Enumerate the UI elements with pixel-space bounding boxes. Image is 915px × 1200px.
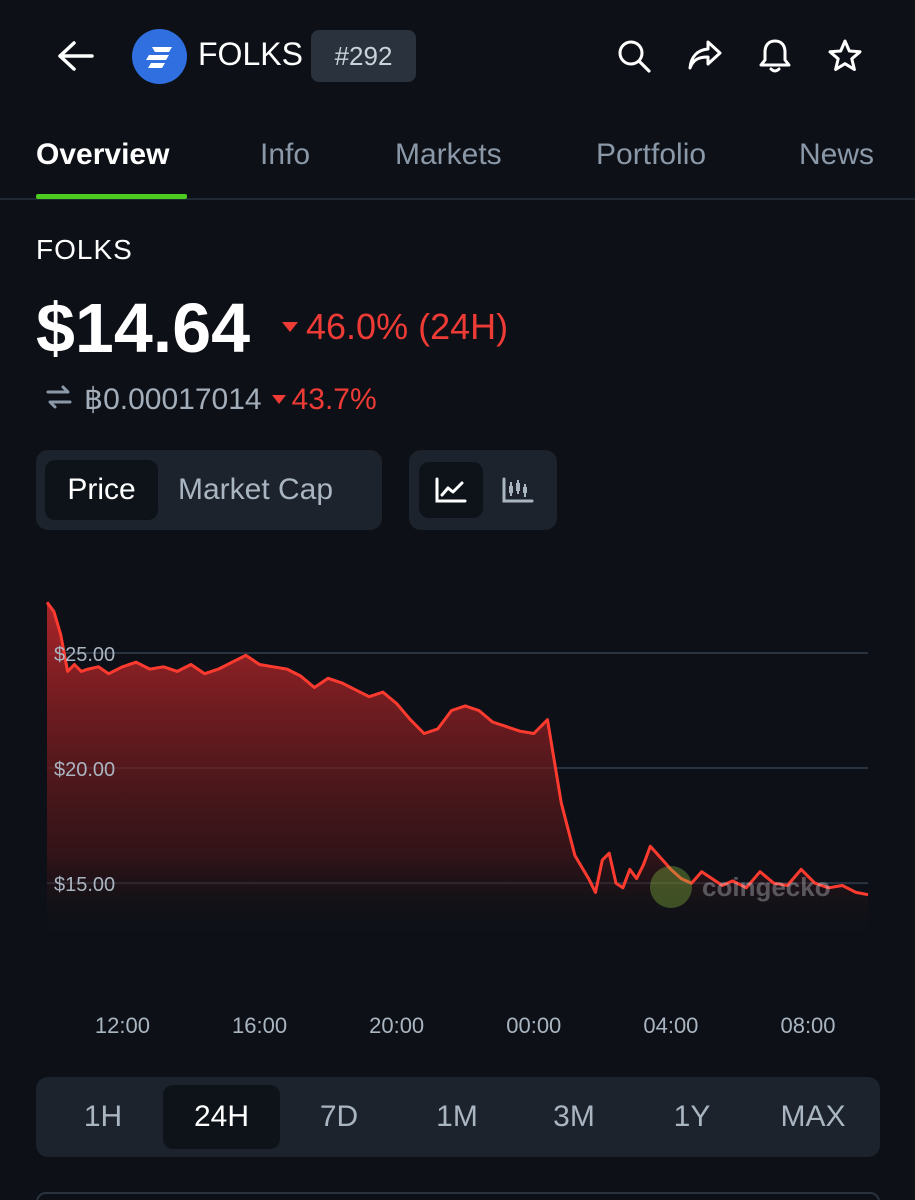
active-tab-indicator [36, 194, 187, 199]
coin-symbol: FOLKS [198, 36, 303, 72]
search-icon[interactable] [612, 34, 656, 78]
range-1y-button[interactable]: 1Y [673, 1100, 711, 1133]
x-tick-label: 12:00 [95, 1013, 150, 1038]
tab-portfolio[interactable]: Portfolio [596, 138, 707, 171]
x-tick-label: 16:00 [232, 1013, 287, 1038]
y-tick-label: $20.00 [54, 759, 115, 781]
top-bar: FOLKS #292 [0, 0, 915, 115]
range-max-button[interactable]: MAX [780, 1100, 846, 1133]
current-price: $14.64 [36, 289, 251, 367]
watermark-text: coingecko [702, 871, 831, 902]
line-chart-button[interactable] [419, 462, 483, 518]
candlestick-chart-button[interactable] [489, 462, 547, 518]
chart-style-toggle [409, 450, 557, 530]
back-arrow-icon[interactable] [52, 36, 98, 76]
btc-price-change-value: 43.7% [291, 382, 377, 416]
coingecko-logo-icon [650, 866, 692, 908]
tab-news[interactable]: News [799, 138, 875, 171]
price-line [45, 601, 869, 897]
price-change-24h: 46.0% (24H) [282, 306, 508, 348]
price-area-fill [47, 602, 868, 940]
tab-markets[interactable]: Markets [395, 138, 502, 171]
price-chart[interactable]: $25.00 $20.00 $15.00 12:00 16:00 20:00 00:00 04… [0, 560, 915, 1060]
range-24h-button[interactable]: 24H [163, 1085, 280, 1149]
x-tick-label: 08:00 [780, 1013, 835, 1038]
line-chart-icon [435, 477, 467, 503]
btc-price-row: ฿0.00017014 43.7% [44, 382, 377, 417]
next-panel-edge [36, 1192, 880, 1200]
down-triangle-icon [271, 395, 286, 404]
btc-price: ฿0.00017014 [84, 383, 262, 416]
tab-overview[interactable]: Overview [36, 138, 170, 171]
x-tick-label: 00:00 [506, 1013, 561, 1038]
price-change-24h-value: 46.0% (24H) [306, 306, 509, 347]
swap-arrows-icon[interactable] [44, 382, 74, 417]
share-icon[interactable] [683, 34, 727, 78]
price-toggle-button[interactable]: Price [45, 460, 158, 520]
y-tick-label: $15.00 [54, 874, 115, 896]
rank-badge: #292 [311, 30, 416, 82]
x-tick-label: 20:00 [369, 1013, 424, 1038]
coingecko-watermark: coingecko [650, 866, 831, 908]
range-3m-button[interactable]: 3M [553, 1100, 595, 1133]
down-triangle-icon [282, 322, 298, 332]
market-cap-toggle-button[interactable]: Market Cap [178, 473, 334, 506]
coin-name: FOLKS [36, 234, 133, 265]
tab-info[interactable]: Info [260, 138, 311, 171]
chart-metric-toggle: Price Market Cap [36, 450, 382, 530]
y-tick-label: $25.00 [54, 644, 115, 666]
bell-icon[interactable] [753, 34, 797, 78]
range-1h-button[interactable]: 1H [83, 1100, 123, 1133]
range-7d-button[interactable]: 7D [319, 1100, 359, 1133]
candlestick-icon [502, 477, 534, 503]
range-1m-button[interactable]: 1M [436, 1100, 478, 1133]
price-chart-svg: $25.00 $20.00 $15.00 12:00 16:00 20:00 00:00 04… [45, 601, 869, 1038]
x-tick-label: 04:00 [643, 1013, 698, 1038]
star-icon[interactable] [823, 34, 867, 78]
btc-price-change: 43.7% [271, 382, 377, 417]
time-range-selector: 1H 24H 7D 1M 3M 1Y MAX [36, 1077, 880, 1157]
tab-bar: Overview Info Markets Portfolio News [0, 120, 915, 200]
coin-logo-icon [132, 29, 187, 84]
